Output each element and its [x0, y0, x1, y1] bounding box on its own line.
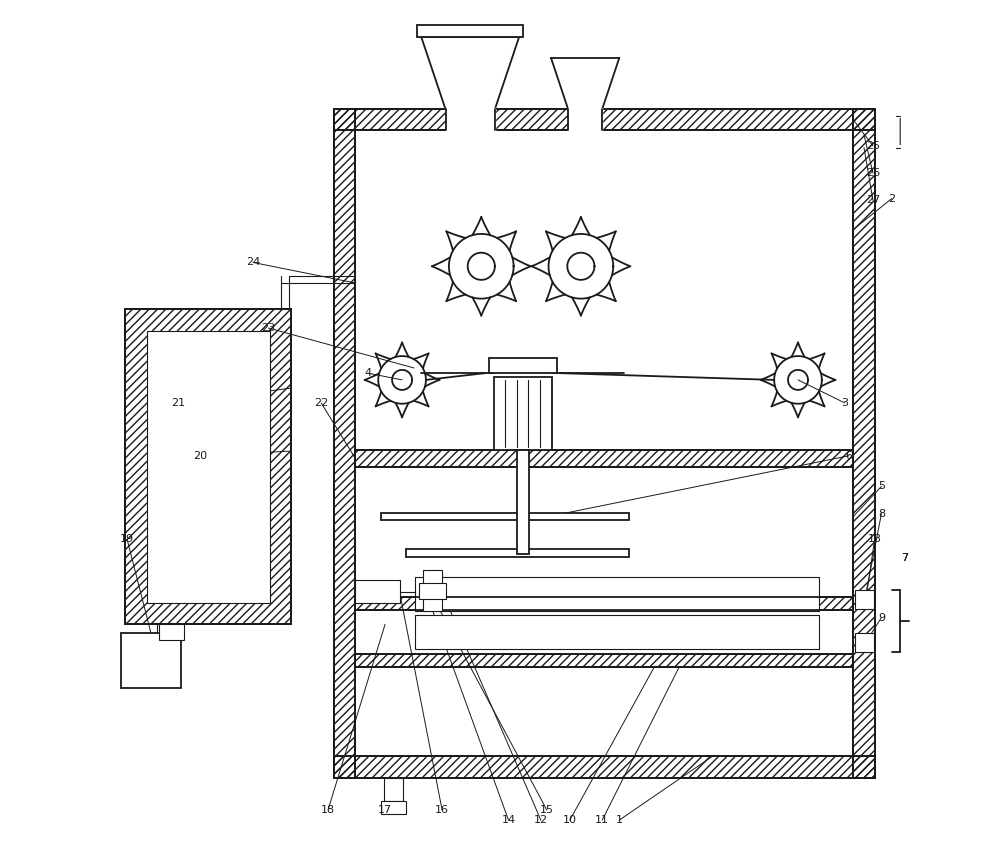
Bar	[334, 109, 355, 777]
Bar	[489, 358, 557, 373]
Text: 8: 8	[878, 509, 885, 518]
Bar	[334, 109, 355, 777]
Text: 19: 19	[120, 534, 134, 544]
Bar	[355, 450, 853, 467]
Bar	[355, 450, 853, 467]
Text: 14: 14	[501, 815, 516, 825]
Text: 6: 6	[846, 451, 853, 461]
Bar	[415, 615, 819, 650]
Text: 16: 16	[435, 805, 449, 815]
Text: 7: 7	[901, 553, 908, 563]
Text: 5: 5	[878, 482, 885, 491]
Bar	[853, 109, 875, 777]
Bar	[855, 590, 874, 608]
Bar	[494, 377, 552, 450]
Text: 12: 12	[534, 815, 548, 825]
Text: 10: 10	[563, 815, 577, 825]
Text: 11: 11	[595, 815, 609, 825]
Text: 2: 2	[888, 194, 895, 204]
Text: 15: 15	[540, 805, 554, 815]
Bar	[419, 583, 446, 599]
Text: 18: 18	[321, 805, 335, 815]
Polygon shape	[551, 58, 619, 109]
Bar	[334, 109, 875, 130]
Text: 3: 3	[841, 398, 848, 408]
Text: 9: 9	[878, 613, 885, 622]
Polygon shape	[446, 107, 495, 130]
Bar	[417, 25, 523, 37]
Bar	[853, 109, 875, 777]
Bar	[406, 549, 629, 557]
Bar	[121, 632, 181, 688]
Text: 26: 26	[866, 168, 880, 178]
Text: 4: 4	[364, 369, 372, 378]
Bar	[381, 512, 629, 520]
Bar	[355, 654, 853, 668]
Text: 23: 23	[261, 323, 275, 333]
Text: 27: 27	[866, 195, 880, 206]
Bar	[334, 757, 875, 777]
Text: 20: 20	[193, 451, 207, 461]
Text: 24: 24	[246, 257, 260, 267]
Bar	[125, 309, 291, 625]
Bar	[147, 331, 270, 603]
Bar	[334, 109, 875, 130]
Text: 21: 21	[171, 398, 185, 408]
Bar	[334, 757, 875, 777]
Bar	[423, 570, 442, 611]
Text: 1: 1	[616, 815, 623, 825]
Polygon shape	[421, 37, 519, 109]
Text: 22: 22	[314, 398, 328, 408]
Bar	[517, 450, 529, 554]
Text: 17: 17	[378, 805, 392, 815]
Bar	[855, 633, 874, 652]
Text: 25: 25	[866, 141, 880, 151]
Bar	[355, 654, 853, 668]
Text: 7: 7	[901, 553, 908, 563]
Bar	[355, 596, 853, 610]
Bar	[125, 309, 291, 625]
Text: 13: 13	[868, 534, 882, 544]
Bar	[415, 577, 819, 611]
Bar	[159, 625, 184, 639]
Bar	[384, 777, 403, 801]
Bar	[355, 580, 400, 602]
Bar	[381, 801, 406, 814]
Bar	[355, 596, 853, 610]
Polygon shape	[568, 107, 602, 130]
